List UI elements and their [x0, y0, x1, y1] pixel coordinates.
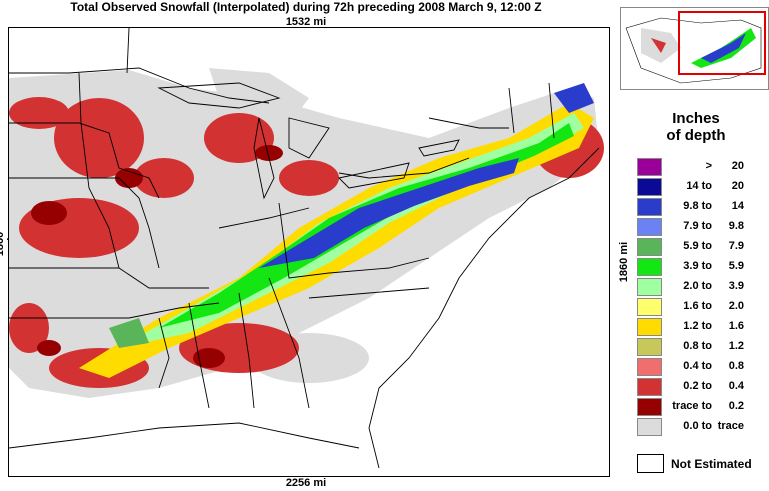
legend-range-to: 1.2 [728, 340, 744, 352]
legend-range-to: 5.9 [728, 260, 744, 272]
legend-row: > 20 [637, 158, 767, 176]
legend-range-to: 20 [731, 160, 744, 172]
legend-range-to: 0.4 [728, 380, 744, 392]
legend-range-to: trace [717, 420, 744, 432]
not-estimated-label: Not Estimated [671, 457, 752, 471]
legend-row: 5.9 to 7.9 [637, 238, 767, 256]
legend-range-from: 9.8 to [683, 200, 712, 212]
legend-swatch [637, 318, 662, 336]
legend-range-from: 1.6 to [683, 300, 712, 312]
legend-swatch [637, 198, 662, 216]
legend-row: 9.8 to 14 [637, 198, 767, 216]
snowfall-map-graphic [9, 28, 604, 469]
legend-swatch [637, 418, 662, 436]
legend-range-from: 0.4 to [683, 360, 712, 372]
legend-swatch [637, 178, 662, 196]
legend-swatch [637, 218, 662, 236]
legend-row: 2.0 to 3.9 [637, 278, 767, 296]
trace-bands [31, 145, 283, 368]
legend-range-to: 9.8 [728, 220, 744, 232]
main-snow-band [79, 83, 594, 378]
legend-range-from: 0.8 to [683, 340, 712, 352]
legend-title: Inches of depth [626, 110, 766, 144]
legend-range-from: 5.9 to [683, 240, 712, 252]
legend-range-from: 3.9 to [683, 260, 712, 272]
legend-row: 7.9 to 9.8 [637, 218, 767, 236]
legend-range-to: 14 [731, 200, 744, 212]
legend-row: trace to 0.2 [637, 398, 767, 416]
legend-row: 0.4 to 0.8 [637, 358, 767, 376]
height-right-label: 1860 mi [618, 241, 630, 283]
map-title: Total Observed Snowfall (Interpolated) d… [70, 0, 542, 14]
boundaries [9, 28, 600, 469]
legend-swatch [637, 238, 662, 256]
legend-range-from: > [705, 160, 712, 172]
legend-swatch [637, 278, 662, 296]
legend-row: 14 to 20 [637, 178, 767, 196]
legend-range-from: 1.2 to [683, 320, 712, 332]
legend-title-line1: Inches [672, 110, 720, 127]
width-top-label: 1532 mi [285, 16, 327, 28]
legend-range-from: 2.0 to [683, 280, 712, 292]
legend-row: 1.6 to 2.0 [637, 298, 767, 316]
legend-range-from: 7.9 to [683, 220, 712, 232]
legend-swatch [637, 378, 662, 396]
legend-row: 0.8 to 1.2 [637, 338, 767, 356]
not-estimated-legend: Not Estimated [637, 454, 767, 474]
legend-swatch [637, 258, 662, 276]
inset-highlight-box [678, 11, 766, 75]
legend-row: 0.2 to 0.4 [637, 378, 767, 396]
legend-range-to: 2.0 [728, 300, 744, 312]
legend-range-to: 20 [731, 180, 744, 192]
legend-title-line2: of depth [666, 127, 726, 144]
legend-range-to: 7.9 [728, 240, 744, 252]
legend-range-to: 3.9 [728, 280, 744, 292]
legend-swatch [637, 338, 662, 356]
legend-range-from: 0.2 to [683, 380, 712, 392]
legend-range-from: 0.0 to [683, 420, 712, 432]
not-estimated-swatch [637, 454, 664, 473]
legend-swatch [637, 158, 662, 176]
legend-range-from: trace to [672, 400, 712, 412]
legend-range-to: 1.6 [728, 320, 744, 332]
legend-swatch [637, 298, 662, 316]
locator-inset-map [620, 7, 769, 90]
legend-range-to: 0.2 [728, 400, 744, 412]
legend-row: 3.9 to 5.9 [637, 258, 767, 276]
legend-swatch [637, 398, 662, 416]
snowfall-map[interactable] [8, 27, 610, 477]
locator-inset-graphic [625, 11, 766, 84]
legend-row: 0.0 to trace [637, 418, 767, 436]
legend-range-to: 0.8 [728, 360, 744, 372]
width-bottom-label: 2256 mi [285, 477, 327, 489]
legend-row: 1.2 to 1.6 [637, 318, 767, 336]
legend-range-from: 14 to [686, 180, 712, 192]
legend-swatch [637, 358, 662, 376]
